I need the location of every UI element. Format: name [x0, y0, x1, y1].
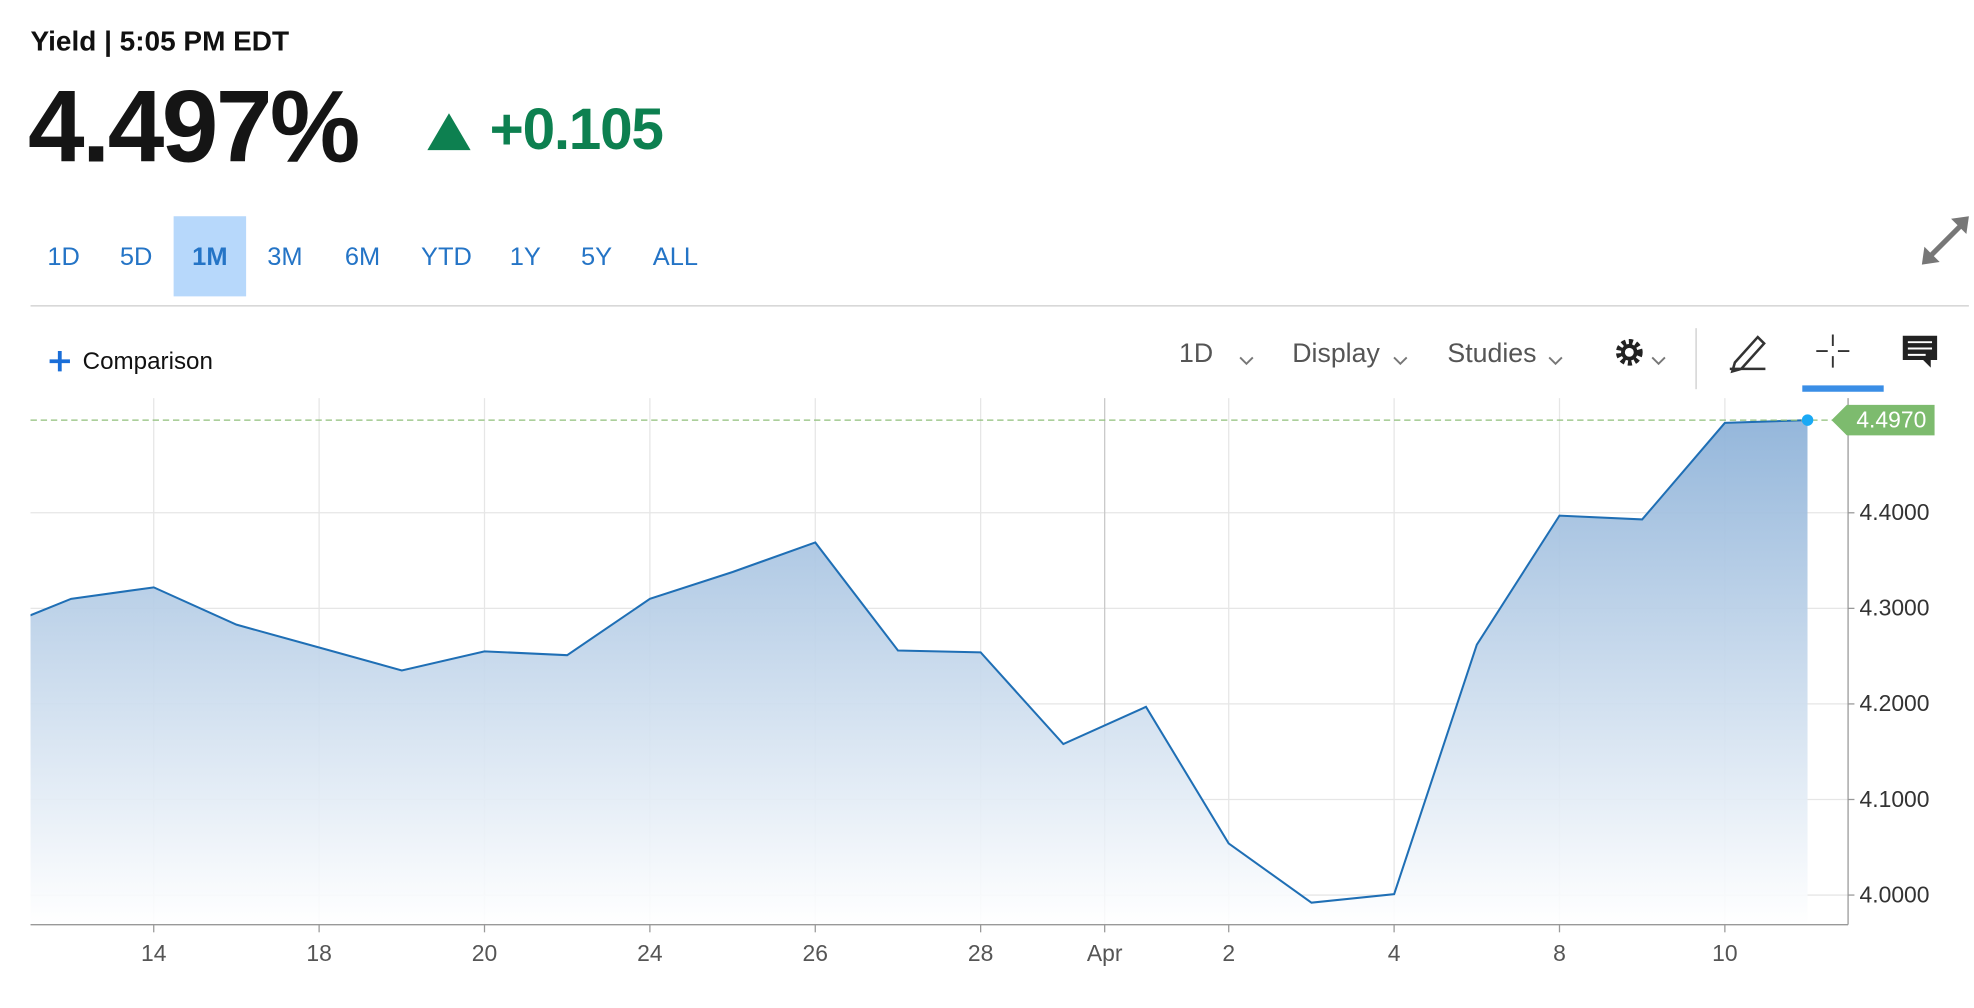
selected-highlight [173, 216, 247, 297]
period-tab[interactable]: 3M [267, 243, 302, 271]
y-tick-label: 4.0000 [1860, 881, 1930, 907]
y-tick-label: 4.3000 [1860, 595, 1930, 621]
quote-title: Yield | 5:05 PM EDT [31, 26, 290, 57]
period-label: 6M [345, 243, 380, 271]
x-tick-label: 26 [803, 940, 828, 966]
comparison-button[interactable]: Comparison [49, 348, 213, 375]
y-tick-label: 4.2000 [1860, 690, 1930, 716]
caret [1239, 356, 1254, 366]
x-tick-label: 10 [1712, 940, 1737, 966]
x-tick-label: 4 [1388, 940, 1401, 966]
period-tab[interactable]: 5D [120, 243, 153, 271]
period-label: 1D [47, 243, 79, 271]
line [30, 419, 1808, 904]
period-tab[interactable]: 1D [47, 243, 79, 271]
gear-icon [1615, 338, 1643, 366]
period-tab[interactable]: YTD [421, 243, 472, 271]
period-tabs: 1D 5D 1M 3M 6M YTD 1Y 5Y ALL [47, 216, 698, 297]
period-label: 5D [120, 243, 153, 271]
comparison-label: Comparison [83, 348, 213, 375]
settings-button[interactable] [1615, 338, 1666, 366]
price-tag-label: 4.4970 [1856, 406, 1926, 432]
caret [1548, 356, 1563, 366]
caret [1393, 356, 1408, 366]
interval-menu[interactable]: 1D [1179, 338, 1254, 368]
period-label: 1M [192, 243, 227, 271]
display-menu[interactable]: Display [1292, 338, 1408, 368]
period-label: YTD [421, 243, 472, 271]
gear-icon [1621, 344, 1638, 361]
period-label: 5Y [581, 243, 612, 271]
x-tick-label: 20 [472, 940, 497, 966]
period-label: ALL [653, 243, 698, 271]
x-tick-label: 18 [306, 940, 331, 966]
x-tick-label: Apr [1087, 940, 1123, 966]
plot-area [30, 419, 1808, 925]
period-label: 3M [267, 243, 302, 271]
x-tick-label: 2 [1222, 940, 1235, 966]
period-tab[interactable]: 1M [173, 216, 247, 297]
studies-label: Studies [1447, 338, 1536, 368]
caret [1651, 356, 1666, 366]
comment-button[interactable] [1902, 335, 1938, 368]
up-arrow [427, 113, 471, 151]
draw-button[interactable] [1729, 335, 1766, 374]
x-tick-label: 24 [637, 940, 663, 966]
y-tick-label: 4.4000 [1860, 499, 1930, 525]
x-tick-label: 8 [1553, 940, 1566, 966]
active-indicator [1802, 385, 1884, 392]
period-label: 1Y [510, 243, 541, 271]
period-tab[interactable]: 6M [345, 243, 380, 271]
plus-icon [49, 351, 70, 372]
period-tab[interactable]: ALL [653, 243, 698, 271]
area-fill [30, 420, 1808, 925]
expand-icon[interactable] [1921, 216, 1969, 265]
price: 4.497% [28, 70, 358, 184]
last-point [1801, 414, 1814, 426]
y-tick-label: 4.1000 [1860, 786, 1930, 812]
price-tag [1831, 404, 1935, 436]
x-tick-label: 28 [968, 940, 993, 966]
studies-menu[interactable]: Studies [1447, 338, 1563, 368]
crosshair-button[interactable] [1802, 334, 1884, 392]
period-tab[interactable]: 5Y [581, 243, 612, 271]
interval-label: 1D [1179, 338, 1213, 368]
x-tick-label: 14 [141, 940, 167, 966]
display-label: Display [1292, 338, 1380, 368]
price-change: +0.105 [490, 97, 663, 162]
period-tab[interactable]: 1Y [510, 243, 541, 271]
